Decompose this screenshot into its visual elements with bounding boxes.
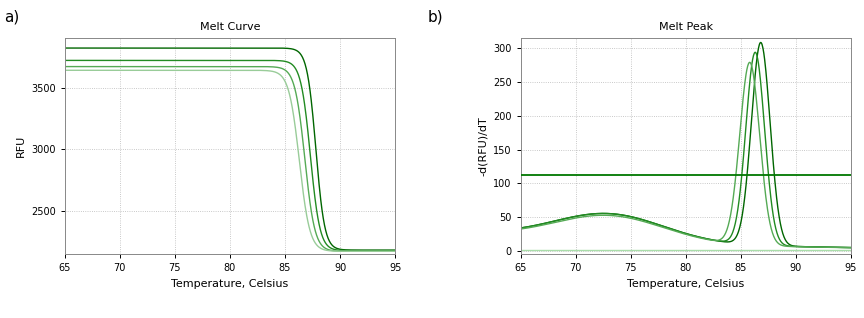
Title: Melt Curve: Melt Curve	[200, 22, 260, 32]
Text: a): a)	[4, 10, 20, 24]
Title: Melt Peak: Melt Peak	[659, 22, 713, 32]
Y-axis label: RFU: RFU	[16, 135, 25, 157]
X-axis label: Temperature, Celsius: Temperature, Celsius	[171, 279, 289, 289]
Text: b): b)	[428, 10, 443, 24]
X-axis label: Temperature, Celsius: Temperature, Celsius	[627, 279, 745, 289]
Y-axis label: -d(RFU)/dT: -d(RFU)/dT	[478, 116, 487, 176]
